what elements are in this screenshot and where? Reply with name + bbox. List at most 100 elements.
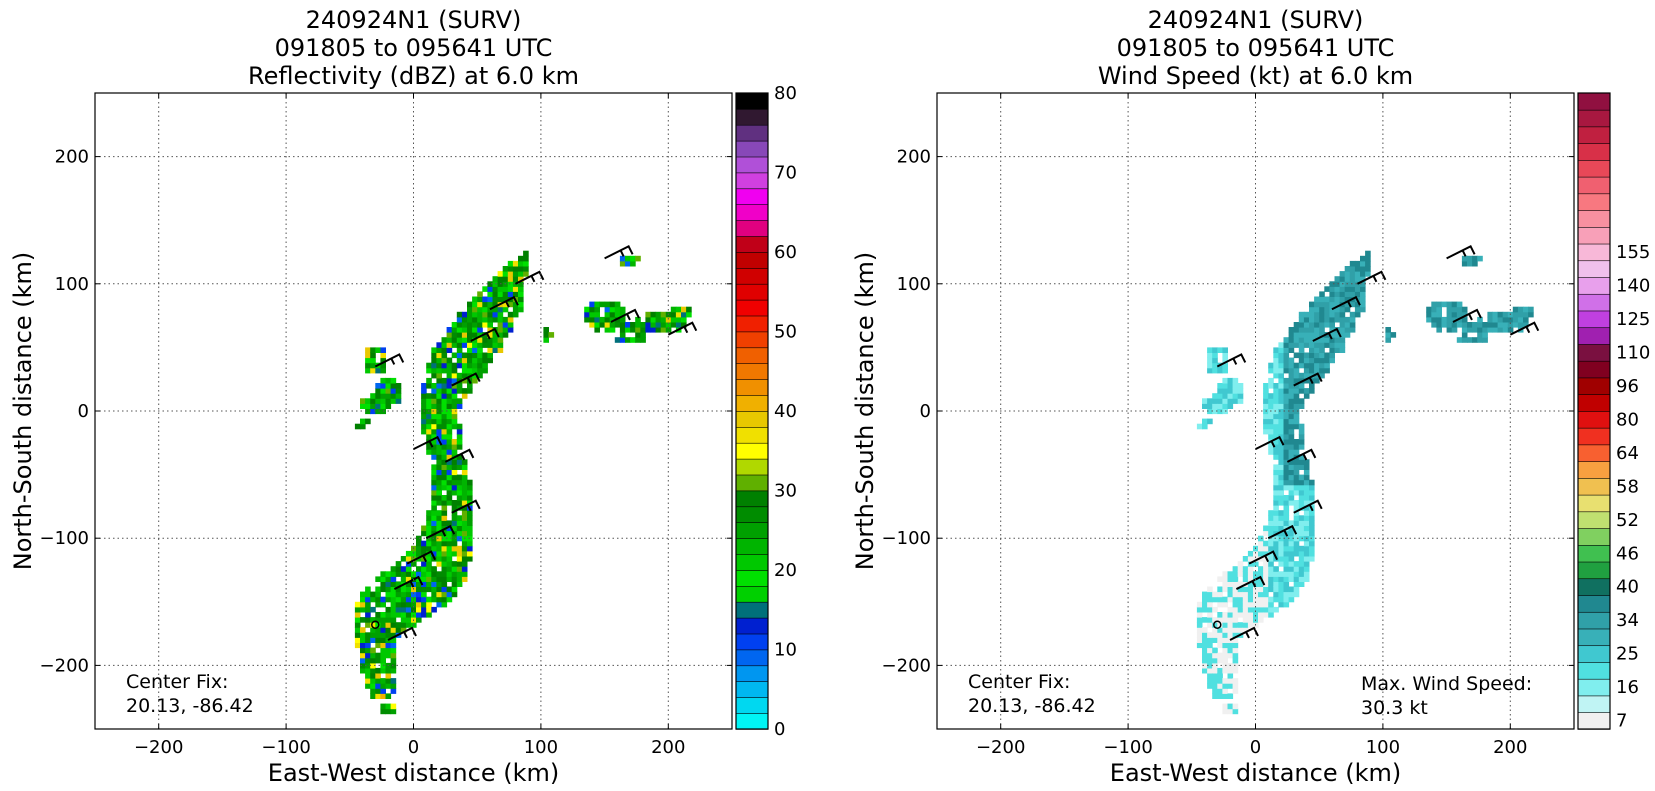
- field-cell: [436, 428, 442, 435]
- field-cell: [421, 423, 427, 430]
- field-cell: [1314, 377, 1320, 384]
- field-cell: [1278, 561, 1284, 567]
- field-cell: [681, 316, 687, 323]
- field-cell: [416, 601, 422, 608]
- field-cell: [1268, 418, 1274, 425]
- field-cell: [1278, 393, 1284, 399]
- field-cell: [365, 632, 371, 638]
- field-cell: [461, 316, 468, 323]
- field-cell: [446, 383, 453, 389]
- field-cell: [1303, 500, 1310, 506]
- field-cell: [1293, 403, 1300, 409]
- field-cell: [1298, 561, 1305, 567]
- field-cell: [1319, 291, 1325, 297]
- field-cell: [1227, 642, 1234, 649]
- wind-barb: [1229, 626, 1259, 641]
- field-cell: [390, 683, 397, 689]
- field-cell: [446, 403, 453, 409]
- wind-barb: [489, 295, 519, 311]
- field-cell: [411, 596, 417, 603]
- field-cell: [1283, 540, 1290, 547]
- field-cell: [360, 591, 366, 598]
- field-cell: [1303, 327, 1310, 333]
- colorbar-bin: [735, 188, 769, 205]
- field-cell: [456, 581, 463, 587]
- field-cell: [1436, 301, 1442, 308]
- field-cell: [1212, 352, 1218, 359]
- field-cell: [589, 301, 595, 308]
- field-cell: [1334, 337, 1341, 343]
- field-cell: [1303, 362, 1310, 369]
- field-cell: [446, 332, 453, 338]
- field-cell: [1202, 606, 1208, 613]
- field-cell: [1232, 388, 1239, 394]
- field-cell: [1360, 271, 1366, 277]
- field-cell: [436, 495, 442, 501]
- field-cell: [1242, 606, 1249, 613]
- field-cell: [380, 688, 386, 694]
- field-cell: [360, 398, 366, 404]
- field-cell: [461, 464, 468, 470]
- y-tick-label: −100: [40, 528, 89, 549]
- field-cell: [1242, 556, 1249, 562]
- field-cell: [380, 377, 386, 384]
- field-cell: [1222, 688, 1228, 694]
- field-cell: [1283, 571, 1290, 577]
- field-cell: [1232, 627, 1239, 633]
- field-cell: [1309, 520, 1315, 526]
- y-tick-label: −200: [882, 655, 931, 676]
- field-cell: [1293, 566, 1300, 572]
- field-cell: [1339, 322, 1346, 328]
- field-cell: [686, 306, 692, 313]
- chart-title-line: 240924N1 (SURV): [306, 6, 522, 34]
- field-cell: [1263, 393, 1269, 399]
- field-cell: [461, 561, 468, 567]
- field-cell: [619, 327, 626, 333]
- field-cell: [467, 357, 473, 364]
- field-cell: [370, 403, 376, 409]
- field-cell: [385, 617, 392, 623]
- field-cell: [1309, 332, 1315, 338]
- field-cell: [380, 642, 386, 649]
- field-cell: [395, 581, 402, 587]
- field-cell: [456, 352, 463, 359]
- field-cell: [1334, 276, 1341, 282]
- field-cell: [1202, 418, 1208, 425]
- field-cell: [1512, 316, 1519, 323]
- field-cell: [1273, 357, 1279, 364]
- field-cell: [436, 454, 442, 460]
- field-cell: [1512, 322, 1519, 328]
- field-cell: [635, 255, 641, 262]
- field-cell: [1273, 393, 1279, 399]
- field-cell: [421, 561, 427, 567]
- field-cell: [426, 444, 432, 450]
- field-cell: [1324, 352, 1330, 359]
- field-cell: [405, 617, 412, 623]
- field-cell: [1354, 291, 1361, 297]
- field-cell: [441, 449, 448, 455]
- field-cell: [441, 352, 448, 359]
- field-cell: [390, 627, 397, 633]
- field-cell: [380, 647, 386, 654]
- field-cell: [482, 367, 488, 374]
- field-cell: [426, 423, 432, 430]
- field-cell: [1472, 337, 1478, 343]
- field-cell: [1207, 398, 1213, 404]
- field-cell: [670, 322, 677, 328]
- colorbar-bin: [1577, 645, 1611, 663]
- field-cell: [1273, 367, 1279, 374]
- field-cell: [411, 601, 417, 608]
- field-cell: [1283, 357, 1290, 364]
- field-cell: [1283, 469, 1290, 476]
- field-cell: [365, 357, 371, 364]
- field-cell: [1497, 322, 1504, 328]
- field-cell: [426, 530, 432, 537]
- field-cell: [451, 464, 458, 470]
- field-cell: [1232, 652, 1239, 659]
- field-cell: [614, 306, 621, 313]
- field-cell: [1273, 591, 1279, 598]
- field-cell: [426, 362, 432, 369]
- field-cell: [385, 586, 392, 593]
- field-cell: [1436, 316, 1442, 323]
- field-cell: [411, 556, 417, 562]
